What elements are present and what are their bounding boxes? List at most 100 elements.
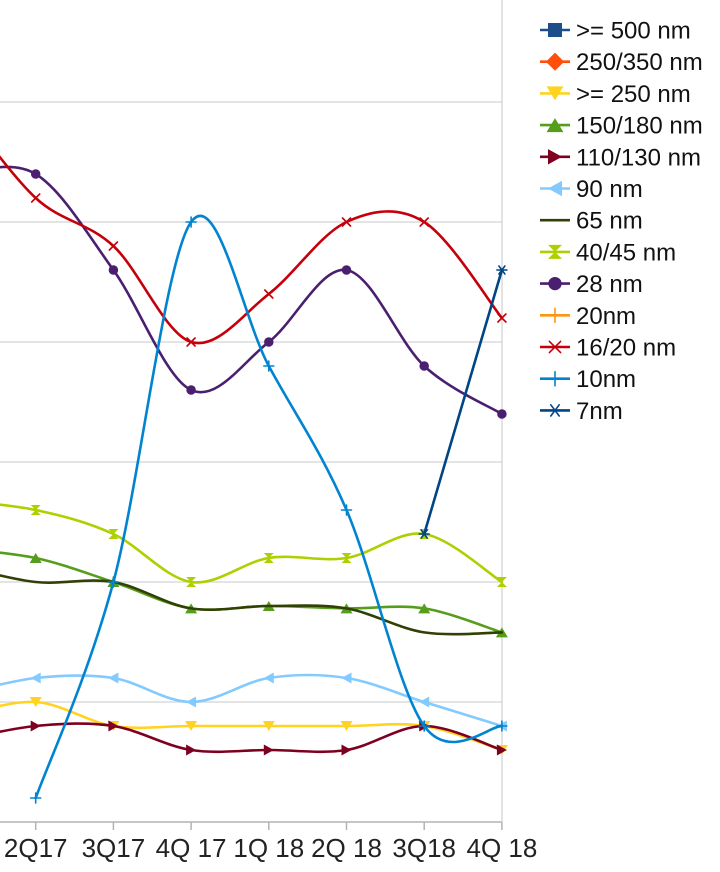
legend-label: 7nm [576, 398, 623, 425]
data-point-ge-250-nm [185, 721, 198, 731]
legend-item-150-180-nm: 150/180 nm [540, 113, 703, 140]
data-point-10nm [340, 504, 353, 516]
data-point-40-45-nm [263, 553, 274, 563]
legend-label: 10nm [576, 366, 636, 393]
data-point-ge-250-nm [262, 721, 275, 731]
series-16-20-nm [0, 155, 507, 347]
legend-marker [548, 244, 562, 259]
data-point-10nm [29, 792, 42, 804]
x-tick-label: 1Q 18 [233, 833, 304, 863]
legend-label: 150/180 nm [576, 113, 703, 140]
data-point-16-20-nm [108, 241, 119, 251]
legend-marker [545, 52, 565, 71]
legend-label: >= 250 nm [576, 81, 691, 108]
data-point-65-nm [30, 577, 41, 587]
legend-label: 65 nm [576, 208, 643, 235]
data-point-110-130-nm [108, 720, 119, 732]
series-65-nm [0, 574, 507, 638]
data-point-110-130-nm [30, 720, 41, 732]
data-point-65-nm [496, 627, 507, 638]
legend-item-90-nm: 90 nm [540, 176, 643, 203]
data-point-150-180-nm [418, 603, 431, 614]
data-point-28-nm [30, 169, 41, 179]
data-point-40-45-nm [496, 577, 507, 587]
data-point-65-nm [186, 603, 197, 614]
legend-marker [547, 307, 563, 324]
legend-label: 28 nm [576, 271, 643, 298]
x-tick-label: 3Q18 [392, 833, 456, 863]
data-point-10nm [496, 720, 508, 732]
data-point-110-130-nm [186, 744, 197, 756]
legend-item-16-20-nm: 16/20 nm [540, 335, 676, 362]
legend-item-ge-500-nm: >= 500 nm [540, 18, 691, 45]
series-28-nm [0, 165, 507, 419]
x-tick-labels: 2Q17 3Q17 4Q 17 1Q 18 2Q 18 3Q18 4Q 18 [4, 833, 537, 863]
data-point-40-45-nm [108, 529, 119, 539]
legend-label: 40/45 nm [576, 239, 676, 266]
data-point-10nm [185, 216, 197, 228]
series-7nm [418, 265, 508, 539]
data-point-65-nm [419, 627, 430, 638]
legend-item-ge-250-nm: >= 250 nm [540, 81, 691, 108]
data-point-40-45-nm [341, 553, 352, 563]
data-point-90-nm [419, 696, 430, 708]
data-point-40-45-nm [30, 505, 41, 515]
series-90-nm [0, 672, 507, 732]
data-point-10nm [418, 720, 430, 732]
data-point-90-nm [263, 672, 274, 684]
series-10nm [29, 214, 508, 804]
data-point-7nm [418, 529, 430, 539]
legend-marker [546, 86, 564, 101]
series-line-90-nm [0, 673, 504, 728]
legend: >= 500 nm 250/350 nm >= 250 nm 150/180 nm 11… [540, 18, 703, 425]
data-point-110-130-nm [341, 744, 352, 756]
x-tick-label: 3Q17 [82, 833, 146, 863]
data-point-16-20-nm [186, 337, 196, 347]
legend-label: >= 500 nm [576, 18, 691, 45]
x-tick-label: 2Q17 [4, 833, 68, 863]
legend-marker [548, 23, 562, 37]
data-point-16-20-nm [264, 289, 274, 299]
data-point-16-20-nm [341, 217, 352, 227]
legend-marker [548, 180, 562, 197]
data-point-28-nm [186, 385, 196, 395]
series-line-28-nm [0, 165, 504, 416]
legend-item-250-350-nm: 250/350 nm [540, 49, 703, 76]
data-point-7nm [496, 265, 508, 275]
legend-label: 90 nm [576, 176, 643, 203]
legend-item-20nm: 20nm [540, 303, 636, 330]
legend-item-110-130-nm: 110/130 nm [540, 144, 701, 171]
data-point-110-130-nm [496, 744, 507, 756]
x-tick-label: 4Q 18 [466, 833, 537, 863]
legend-marker [548, 149, 562, 165]
data-point-16-20-nm [30, 193, 41, 203]
legend-item-65-nm: 65 nm [540, 208, 643, 235]
series-line-150-180-nm [0, 551, 504, 634]
series-line-65-nm [0, 574, 504, 636]
data-point-28-nm [341, 265, 352, 275]
legend-marker [548, 213, 562, 228]
data-point-16-20-nm [419, 217, 429, 227]
legend-item-28-nm: 28 nm [540, 271, 643, 298]
data-point-150-180-nm [29, 553, 42, 563]
legend-item-7nm: 7nm [540, 398, 623, 425]
legend-label: 250/350 nm [576, 49, 703, 76]
data-point-28-nm [264, 337, 274, 347]
data-point-65-nm [341, 603, 352, 614]
series-line-7nm [422, 268, 504, 536]
data-point-28-nm [419, 361, 429, 371]
data-point-90-nm [30, 672, 41, 684]
data-point-16-20-nm [497, 313, 507, 323]
legend-marker [547, 404, 563, 417]
legend-marker [548, 276, 562, 291]
legend-item-40-45-nm: 40/45 nm [540, 239, 676, 266]
data-point-10nm [263, 360, 275, 372]
x-tick-label: 4Q 17 [156, 833, 227, 863]
legend-marker [548, 340, 562, 354]
data-point-40-45-nm [186, 577, 197, 587]
legend-label: 20nm [576, 303, 636, 330]
legend-marker [547, 370, 563, 387]
legend-label: 16/20 nm [576, 335, 676, 362]
x-tick-label: 2Q 18 [311, 833, 382, 863]
